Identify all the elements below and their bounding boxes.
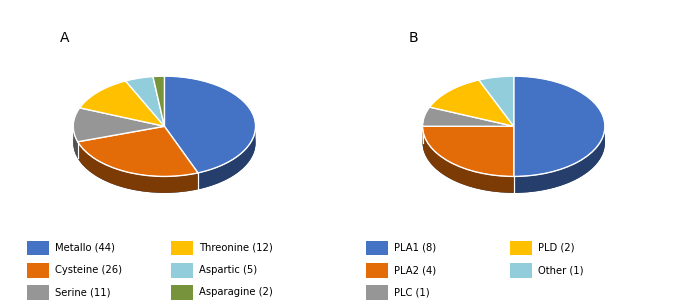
Text: Other (1): Other (1) <box>538 265 583 275</box>
Text: Asparagine (2): Asparagine (2) <box>199 287 273 297</box>
Wedge shape <box>79 81 164 126</box>
Text: Threonine (12): Threonine (12) <box>199 243 273 253</box>
Text: Aspartic (5): Aspartic (5) <box>199 265 257 275</box>
Wedge shape <box>423 107 514 126</box>
Text: Cysteine (26): Cysteine (26) <box>55 265 122 275</box>
Text: Serine (11): Serine (11) <box>55 287 110 297</box>
Ellipse shape <box>73 92 256 193</box>
Polygon shape <box>423 126 514 193</box>
Wedge shape <box>153 76 164 126</box>
Wedge shape <box>125 76 164 126</box>
Text: PLD (2): PLD (2) <box>538 243 574 253</box>
Wedge shape <box>429 80 514 126</box>
Wedge shape <box>479 76 514 126</box>
Text: PLA1 (8): PLA1 (8) <box>394 243 436 253</box>
Text: A: A <box>60 30 69 45</box>
Ellipse shape <box>423 92 605 193</box>
Wedge shape <box>514 76 605 176</box>
Text: PLC (1): PLC (1) <box>394 287 429 297</box>
Text: PLA2 (4): PLA2 (4) <box>394 265 436 275</box>
Text: Metallo (44): Metallo (44) <box>55 243 114 253</box>
Wedge shape <box>73 108 164 142</box>
Wedge shape <box>423 126 514 176</box>
Polygon shape <box>77 142 198 193</box>
Polygon shape <box>73 126 77 158</box>
Text: B: B <box>409 30 419 45</box>
Polygon shape <box>198 127 256 189</box>
Wedge shape <box>164 76 256 173</box>
Polygon shape <box>514 127 605 193</box>
Wedge shape <box>77 126 198 176</box>
